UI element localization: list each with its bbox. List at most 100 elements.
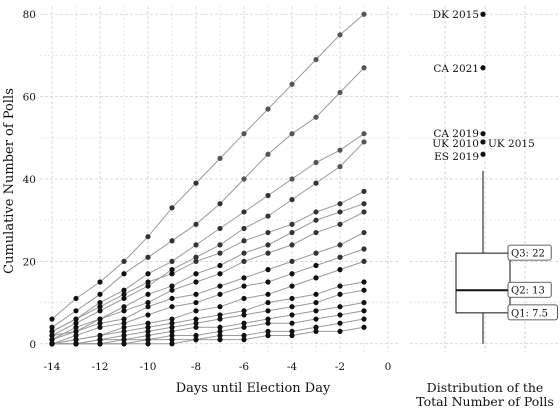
data-point — [145, 299, 151, 306]
quartile-label-text: Q1: 7.5 — [511, 308, 548, 319]
data-point — [97, 337, 103, 343]
x-axis-label: Days until Election Day — [176, 381, 331, 396]
data-point — [145, 328, 151, 335]
data-point — [313, 328, 319, 335]
quartile-label-text: Q3: 22 — [511, 249, 545, 260]
data-point — [145, 271, 151, 277]
outlier-point — [480, 131, 486, 137]
series-line — [51, 211, 365, 336]
data-point — [73, 324, 79, 330]
data-point — [217, 201, 223, 207]
data-point — [241, 283, 247, 289]
data-point — [217, 155, 223, 162]
data-point — [313, 56, 319, 63]
data-point — [193, 299, 199, 306]
data-point — [121, 287, 127, 293]
data-point — [145, 304, 151, 310]
data-point — [361, 139, 367, 145]
data-point — [289, 242, 295, 248]
data-point — [193, 291, 199, 297]
data-point — [361, 246, 367, 252]
data-point — [121, 291, 127, 297]
series-line — [52, 302, 365, 345]
outlier-point — [480, 139, 486, 145]
data-point — [121, 337, 127, 343]
data-point — [337, 147, 343, 153]
data-point — [169, 283, 175, 289]
data-point — [193, 254, 199, 260]
data-point — [313, 217, 319, 223]
data-point — [73, 320, 79, 326]
data-point — [241, 131, 247, 137]
data-point — [241, 258, 247, 264]
data-point — [97, 279, 103, 285]
data-point — [289, 81, 295, 87]
data-point — [241, 332, 247, 339]
data-point — [145, 332, 151, 339]
data-point — [241, 225, 247, 232]
data-point — [145, 279, 151, 285]
outlier-point — [480, 11, 486, 17]
data-point — [217, 242, 223, 248]
data-point — [145, 320, 151, 326]
data-point — [73, 341, 79, 347]
data-point — [121, 258, 127, 264]
data-point — [169, 205, 175, 211]
data-point — [217, 328, 223, 335]
series-line — [51, 133, 365, 332]
outlier-point — [480, 65, 486, 71]
data-point — [241, 176, 247, 182]
data-point — [73, 295, 79, 302]
data-point — [217, 316, 223, 322]
data-point — [217, 312, 223, 318]
data-point — [241, 209, 247, 215]
data-point — [97, 316, 103, 322]
data-point — [337, 304, 343, 310]
data-point — [313, 308, 319, 314]
outlier-point — [480, 151, 486, 157]
data-point — [313, 299, 319, 306]
data-point — [289, 176, 295, 182]
data-point — [241, 337, 247, 343]
data-point — [289, 328, 295, 335]
data-point — [49, 316, 55, 322]
data-point — [121, 304, 127, 310]
data-point — [121, 341, 127, 347]
data-point — [265, 316, 271, 322]
data-point — [121, 308, 127, 314]
quartile-label: Q1: 7.5 — [507, 304, 558, 321]
data-point — [121, 316, 127, 322]
quartile-label: Q2: 13 — [507, 281, 552, 298]
data-point — [289, 131, 295, 137]
data-point — [217, 250, 223, 256]
data-point — [361, 308, 367, 314]
y-tick-label: 80 — [23, 9, 36, 21]
data-point — [361, 209, 367, 215]
data-point — [289, 196, 295, 203]
data-point — [169, 332, 175, 339]
x-tick-label: -6 — [239, 361, 250, 373]
data-point — [265, 299, 271, 306]
series-line — [51, 248, 365, 345]
y-tick-label: 60 — [23, 92, 36, 104]
outlier-label: CA 2019 — [433, 128, 479, 140]
data-point — [265, 279, 271, 285]
data-point — [97, 324, 103, 330]
data-point — [169, 267, 175, 273]
quartile-label-box — [507, 281, 552, 298]
data-point — [289, 295, 295, 302]
data-point — [337, 32, 343, 38]
data-point — [217, 337, 223, 343]
data-point — [193, 316, 199, 322]
data-point — [169, 271, 175, 277]
quartile-label: Q3: 22 — [507, 244, 552, 261]
data-point — [313, 275, 319, 281]
data-point — [217, 324, 223, 330]
data-point — [241, 320, 247, 326]
outlier-label: CA 2021 — [433, 63, 479, 75]
data-point — [169, 304, 175, 310]
data-point — [313, 229, 319, 236]
data-point — [169, 316, 175, 322]
data-point — [361, 324, 367, 330]
y-tick-label: 0 — [29, 339, 36, 351]
